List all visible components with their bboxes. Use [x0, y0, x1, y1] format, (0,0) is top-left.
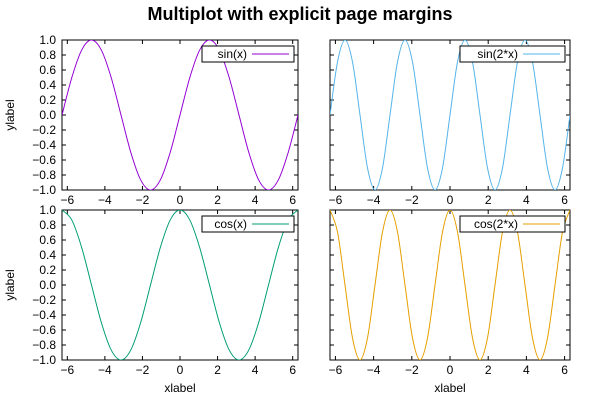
x-tick-label: 6	[289, 193, 296, 207]
x-tick-label: −2	[405, 363, 419, 377]
x-tick-label: 0	[447, 193, 454, 207]
x-tick-label: −2	[136, 193, 150, 207]
x-tick-label: −4	[367, 193, 381, 207]
y-tick-label: −1.0	[32, 353, 56, 367]
legend: sin(x)	[201, 45, 295, 63]
x-axis-label: xlabel	[434, 381, 465, 395]
series-line-1	[330, 210, 570, 360]
legend-label: sin(x)	[218, 47, 247, 61]
x-tick-label: −4	[367, 363, 381, 377]
y-tick-label: 0.0	[39, 278, 56, 292]
y-tick-label: 0.6	[39, 63, 56, 77]
x-tick-label: −4	[98, 193, 112, 207]
y-tick-label: 0.0	[39, 108, 56, 122]
x-tick-label: −2	[405, 193, 419, 207]
y-tick-label: −0.4	[32, 308, 56, 322]
chart-panel-3: 1.00.80.60.40.20.0−0.2−0.4−0.6−0.8−1.0 −6…	[3, 203, 299, 395]
y-tick-label: 0.8	[39, 218, 56, 232]
series-line-1	[62, 40, 298, 190]
x-tick-label: 0	[177, 363, 184, 377]
x-tick-label: −2	[136, 363, 150, 377]
y-tick-label: 0.4	[39, 248, 56, 262]
legend: cos(x)	[201, 215, 295, 233]
y-tick-label: 1.0	[39, 203, 56, 217]
y-tick-label: 0.2	[39, 93, 56, 107]
legend-box	[201, 215, 295, 233]
x-tick-label: 2	[214, 193, 221, 207]
x-tick-label: 2	[214, 363, 221, 377]
x-tick-label: 2	[485, 193, 492, 207]
legend: cos(2*x)	[459, 215, 566, 233]
y-tick-label: −0.8	[32, 168, 56, 182]
x-tick-label: 4	[252, 363, 259, 377]
y-axis-label: ylabel	[3, 99, 17, 130]
x-tick-label: 4	[523, 193, 530, 207]
chart-panel-4: −6 −4 −2 0 2 4 6 xlabel cos(2*x)	[329, 209, 571, 395]
series-line-1	[62, 210, 298, 360]
x-tick-label: −6	[60, 363, 74, 377]
legend-label: sin(2*x)	[477, 47, 518, 61]
x-tick-label: 0	[447, 363, 454, 377]
legend-label: cos(2*x)	[474, 217, 518, 231]
x-tick-label: 4	[523, 363, 530, 377]
x-tick-label: 6	[289, 363, 296, 377]
y-tick-label: −0.2	[32, 293, 56, 307]
y-tick-label: −0.2	[32, 123, 56, 137]
x-tick-label: −6	[329, 193, 343, 207]
y-tick-label: −0.6	[32, 153, 56, 167]
x-tick-label: −4	[98, 363, 112, 377]
y-tick-label: −0.4	[32, 138, 56, 152]
x-tick-label: 2	[485, 363, 492, 377]
legend-box	[459, 45, 566, 63]
x-tick-label: 6	[561, 363, 568, 377]
x-tick-label: −6	[60, 193, 74, 207]
chart-panel-1: 1.00.80.60.40.20.0−0.2−0.4−0.6−0.8−1.0 −6…	[3, 33, 299, 207]
legend-box	[201, 45, 295, 63]
y-tick-label: −1.0	[32, 183, 56, 197]
y-tick-label: 0.8	[39, 48, 56, 62]
x-tick-label: 0	[177, 193, 184, 207]
legend-box	[459, 215, 566, 233]
y-axis-label: ylabel	[3, 269, 17, 300]
x-axis-label: xlabel	[164, 381, 195, 395]
x-tick-label: 4	[252, 193, 259, 207]
y-tick-label: −0.6	[32, 323, 56, 337]
legend: sin(2*x)	[459, 45, 566, 63]
y-tick-label: 0.4	[39, 78, 56, 92]
y-tick-label: −0.8	[32, 338, 56, 352]
x-tick-label: −6	[329, 363, 343, 377]
legend-label: cos(x)	[214, 217, 247, 231]
y-tick-label: 0.2	[39, 263, 56, 277]
x-tick-label: 6	[561, 193, 568, 207]
y-tick-label: 0.6	[39, 233, 56, 247]
figure-title: Multiplot with explicit page margins	[147, 4, 452, 24]
y-tick-label: 1.0	[39, 33, 56, 47]
chart-panel-2: −6 −4 −2 0 2 4 6 sin(2*x)	[329, 39, 571, 207]
